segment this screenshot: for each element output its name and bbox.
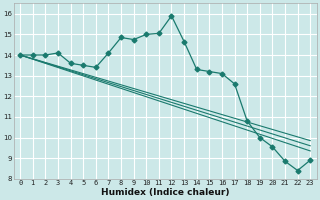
X-axis label: Humidex (Indice chaleur): Humidex (Indice chaleur) — [101, 188, 229, 197]
